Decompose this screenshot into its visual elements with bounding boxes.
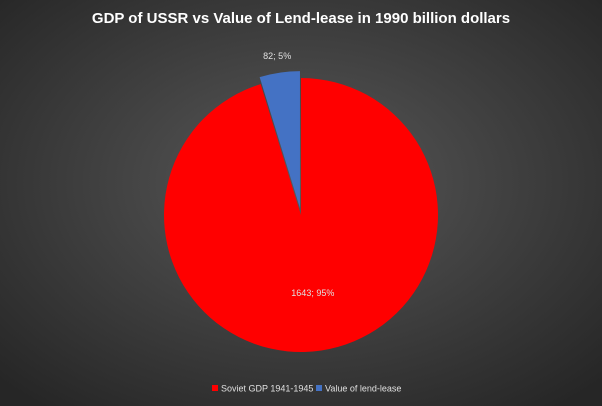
legend-swatch (316, 385, 322, 391)
legend-swatch (212, 385, 218, 391)
pie-slice (259, 71, 300, 209)
data-label: 82; 5% (263, 51, 291, 61)
chart-title: GDP of USSR vs Value of Lend-lease in 19… (92, 10, 510, 27)
pie-slice (164, 78, 439, 352)
data-label: 1643; 95% (291, 288, 334, 298)
legend-label: Value of lend-lease (325, 383, 401, 393)
legend-label: Soviet GDP 1941-1945 (221, 383, 313, 393)
